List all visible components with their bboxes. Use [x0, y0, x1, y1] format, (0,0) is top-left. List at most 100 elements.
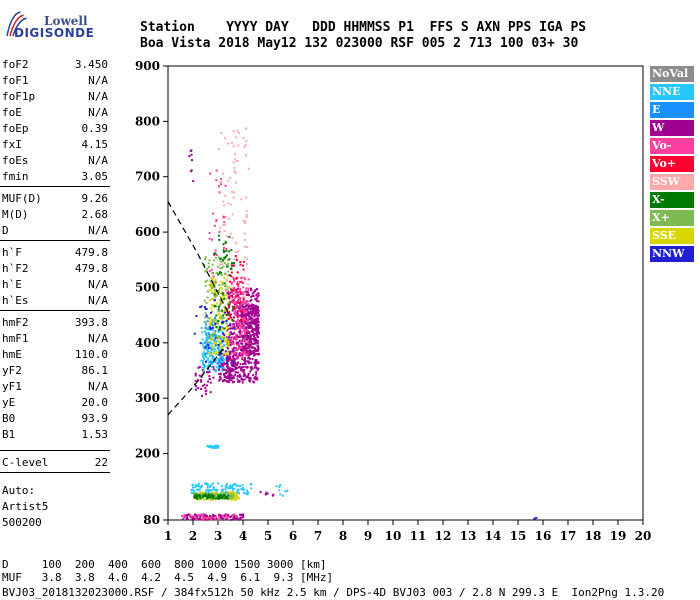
echo-point	[232, 301, 235, 304]
echo-point	[231, 355, 234, 358]
echo-point	[247, 283, 250, 286]
echo-point	[220, 317, 223, 320]
echo-point	[225, 314, 228, 317]
echo-point	[214, 249, 217, 252]
echo-point	[533, 517, 536, 520]
echo-point	[210, 497, 213, 500]
legend-item-noval: NoVal	[650, 66, 694, 82]
echo-point	[209, 361, 212, 364]
echo-point	[241, 327, 244, 330]
echo-point	[215, 326, 218, 328]
echo-point	[249, 304, 252, 307]
echo-point	[185, 514, 188, 517]
echo-point	[234, 158, 237, 161]
echo-point	[207, 361, 210, 364]
echo-point	[254, 363, 257, 365]
echo-point	[225, 339, 228, 342]
echo-point	[212, 513, 215, 516]
echo-point	[240, 280, 243, 283]
echo-point	[253, 335, 255, 338]
echo-point	[237, 131, 240, 134]
echo-point	[186, 516, 189, 519]
echo-point	[237, 144, 240, 147]
echo-point	[222, 358, 225, 361]
y-tick-label: 600	[135, 225, 160, 239]
echo-point	[254, 375, 257, 378]
echo-point	[236, 323, 239, 326]
echo-point	[235, 302, 238, 305]
echo-point	[214, 337, 217, 340]
echo-point	[223, 221, 226, 224]
echo-point	[233, 262, 235, 265]
echo-point	[235, 136, 238, 139]
echo-point	[212, 352, 215, 355]
echo-point	[229, 367, 232, 370]
echo-point	[219, 257, 222, 260]
echo-point	[236, 313, 239, 316]
echo-point	[203, 365, 206, 368]
echo-point	[199, 306, 202, 309]
echo-point	[216, 488, 219, 491]
echo-point	[221, 322, 224, 325]
echo-point	[222, 260, 225, 263]
echo-point	[209, 359, 212, 362]
echo-point	[256, 340, 259, 342]
echo-point	[221, 357, 224, 359]
echo-point	[221, 339, 224, 342]
echo-point	[190, 153, 193, 156]
echo-point	[216, 310, 219, 313]
echo-point	[225, 340, 228, 343]
echo-point	[227, 333, 230, 336]
echo-point	[207, 380, 210, 383]
echo-point	[254, 313, 256, 316]
panel-divider	[0, 472, 110, 473]
echo-point	[219, 304, 222, 307]
echo-point	[252, 304, 255, 307]
echo-point	[208, 351, 211, 354]
ionogram-plot: 1 2 3 4 5 6 7 8 9 10 11 12 13 14 15 16 17 18 19 20802003004…	[135, 59, 651, 543]
echo-point	[236, 364, 238, 366]
echo-point	[224, 308, 227, 311]
echo-point	[256, 288, 259, 291]
echo-point	[202, 361, 205, 364]
echo-point	[246, 493, 249, 496]
echo-point	[222, 200, 225, 203]
echo-point	[244, 315, 247, 318]
echo-point	[232, 299, 235, 302]
echo-point	[198, 494, 201, 497]
echo-point	[207, 345, 210, 348]
param-value: 22	[94, 456, 108, 469]
echo-point	[255, 366, 258, 369]
echo-point	[240, 340, 243, 343]
echo-point	[254, 353, 257, 356]
echo-point	[257, 309, 260, 312]
echo-point	[256, 296, 259, 299]
echo-point	[205, 482, 207, 485]
echo-point	[236, 348, 239, 351]
echo-point	[244, 290, 247, 293]
echo-point	[212, 482, 215, 485]
echo-point	[227, 318, 230, 320]
echo-point	[223, 493, 226, 496]
x-tick-label: 10	[385, 529, 402, 543]
legend-item-e: E	[650, 102, 694, 118]
echo-point	[204, 386, 207, 389]
echo-point	[193, 496, 196, 499]
echo-point	[222, 311, 225, 314]
param-name: foEp	[2, 122, 29, 135]
echo-point	[213, 339, 216, 342]
echo-point	[224, 184, 227, 187]
echo-point	[220, 287, 223, 289]
param-name: yF2	[2, 364, 22, 377]
echo-point	[233, 380, 235, 383]
echo-point	[197, 494, 200, 497]
x-tick-label: 3	[214, 529, 222, 543]
param-row: C-level 22	[2, 456, 108, 470]
echo-point	[235, 514, 238, 517]
echo-point	[231, 236, 234, 239]
echo-point	[223, 332, 226, 335]
echo-point	[208, 325, 211, 328]
echo-point	[228, 494, 231, 497]
echo-point	[209, 299, 211, 302]
echo-point	[225, 254, 228, 257]
